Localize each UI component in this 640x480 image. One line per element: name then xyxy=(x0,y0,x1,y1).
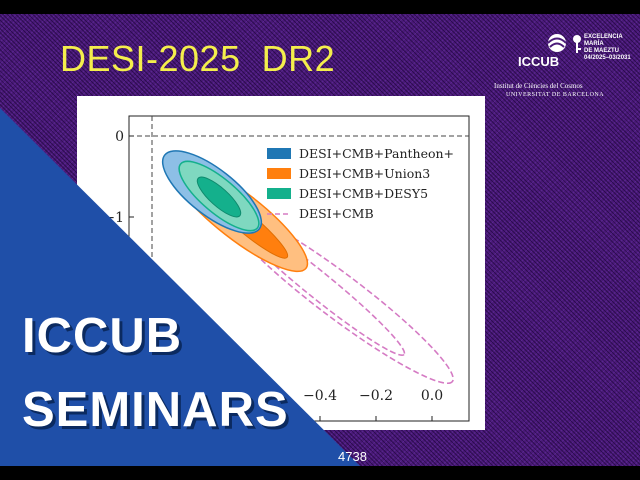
university-name: UNIVERSITAT DE BARCELONA xyxy=(506,92,605,98)
contour-plot: 0 −1 −0.4 −0.2 0.0 DESI+CMB+ xyxy=(77,96,485,430)
top-letterbox xyxy=(0,0,640,14)
x-tick-label: −0.2 xyxy=(359,388,393,404)
slide-title: DESI-2025 DR2 xyxy=(60,38,336,79)
seminar-title-line1: ICCUB xyxy=(22,309,183,363)
seminar-title-line2: SEMINARS xyxy=(22,383,289,437)
excellence-line: DE MAEZTU xyxy=(584,48,619,54)
legend-label: DESI+CMB+Pantheon+ xyxy=(299,146,454,161)
legend-label: DESI+CMB+Union3 xyxy=(299,166,430,181)
slide: DESI-2025 DR2 ICCUB EXCELENCIA MARÍA DE … xyxy=(0,0,640,466)
excellence-line: EXCELENCIA xyxy=(584,34,623,40)
logo-name: ICCUB xyxy=(518,54,560,69)
legend-swatch-union3 xyxy=(267,168,291,179)
y-tick-label: −1 xyxy=(103,210,124,226)
excellence-line: MARÍA xyxy=(584,41,604,47)
x-tick-label: 0.0 xyxy=(421,388,443,404)
legend-label: DESI+CMB+DESY5 xyxy=(299,186,428,201)
legend-swatch-pantheon xyxy=(267,148,291,159)
x-tick-label: −0.4 xyxy=(303,388,337,404)
maeztu-key-icon xyxy=(573,35,581,53)
iccub-logo: ICCUB EXCELENCIA MARÍA DE MAEZTU 04/2025… xyxy=(492,32,632,102)
y-tick-label: 0 xyxy=(115,129,124,145)
iccub-logo-icon xyxy=(547,34,567,52)
bottom-letterbox xyxy=(0,466,640,480)
plot-legend: DESI+CMB+Pantheon+ DESI+CMB+Union3 DESI+… xyxy=(267,146,454,221)
excellence-line: 04/2025–03/2031 xyxy=(584,55,631,61)
institute-name: Institut de Ciències del Cosmos xyxy=(494,82,583,90)
excellence-label: EXCELENCIA MARÍA DE MAEZTU 04/2025–03/20… xyxy=(584,34,634,62)
legend-label: DESI+CMB xyxy=(299,206,374,221)
arxiv-reference: 4738 xyxy=(338,449,367,464)
legend-swatch-desy5 xyxy=(267,188,291,199)
